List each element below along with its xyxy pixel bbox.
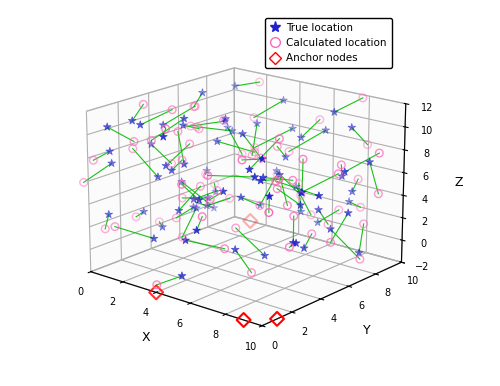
Y-axis label: Y: Y: [363, 324, 370, 337]
Legend: True location, Calculated location, Anchor nodes: True location, Calculated location, Anch…: [265, 17, 392, 68]
X-axis label: X: X: [142, 332, 150, 344]
